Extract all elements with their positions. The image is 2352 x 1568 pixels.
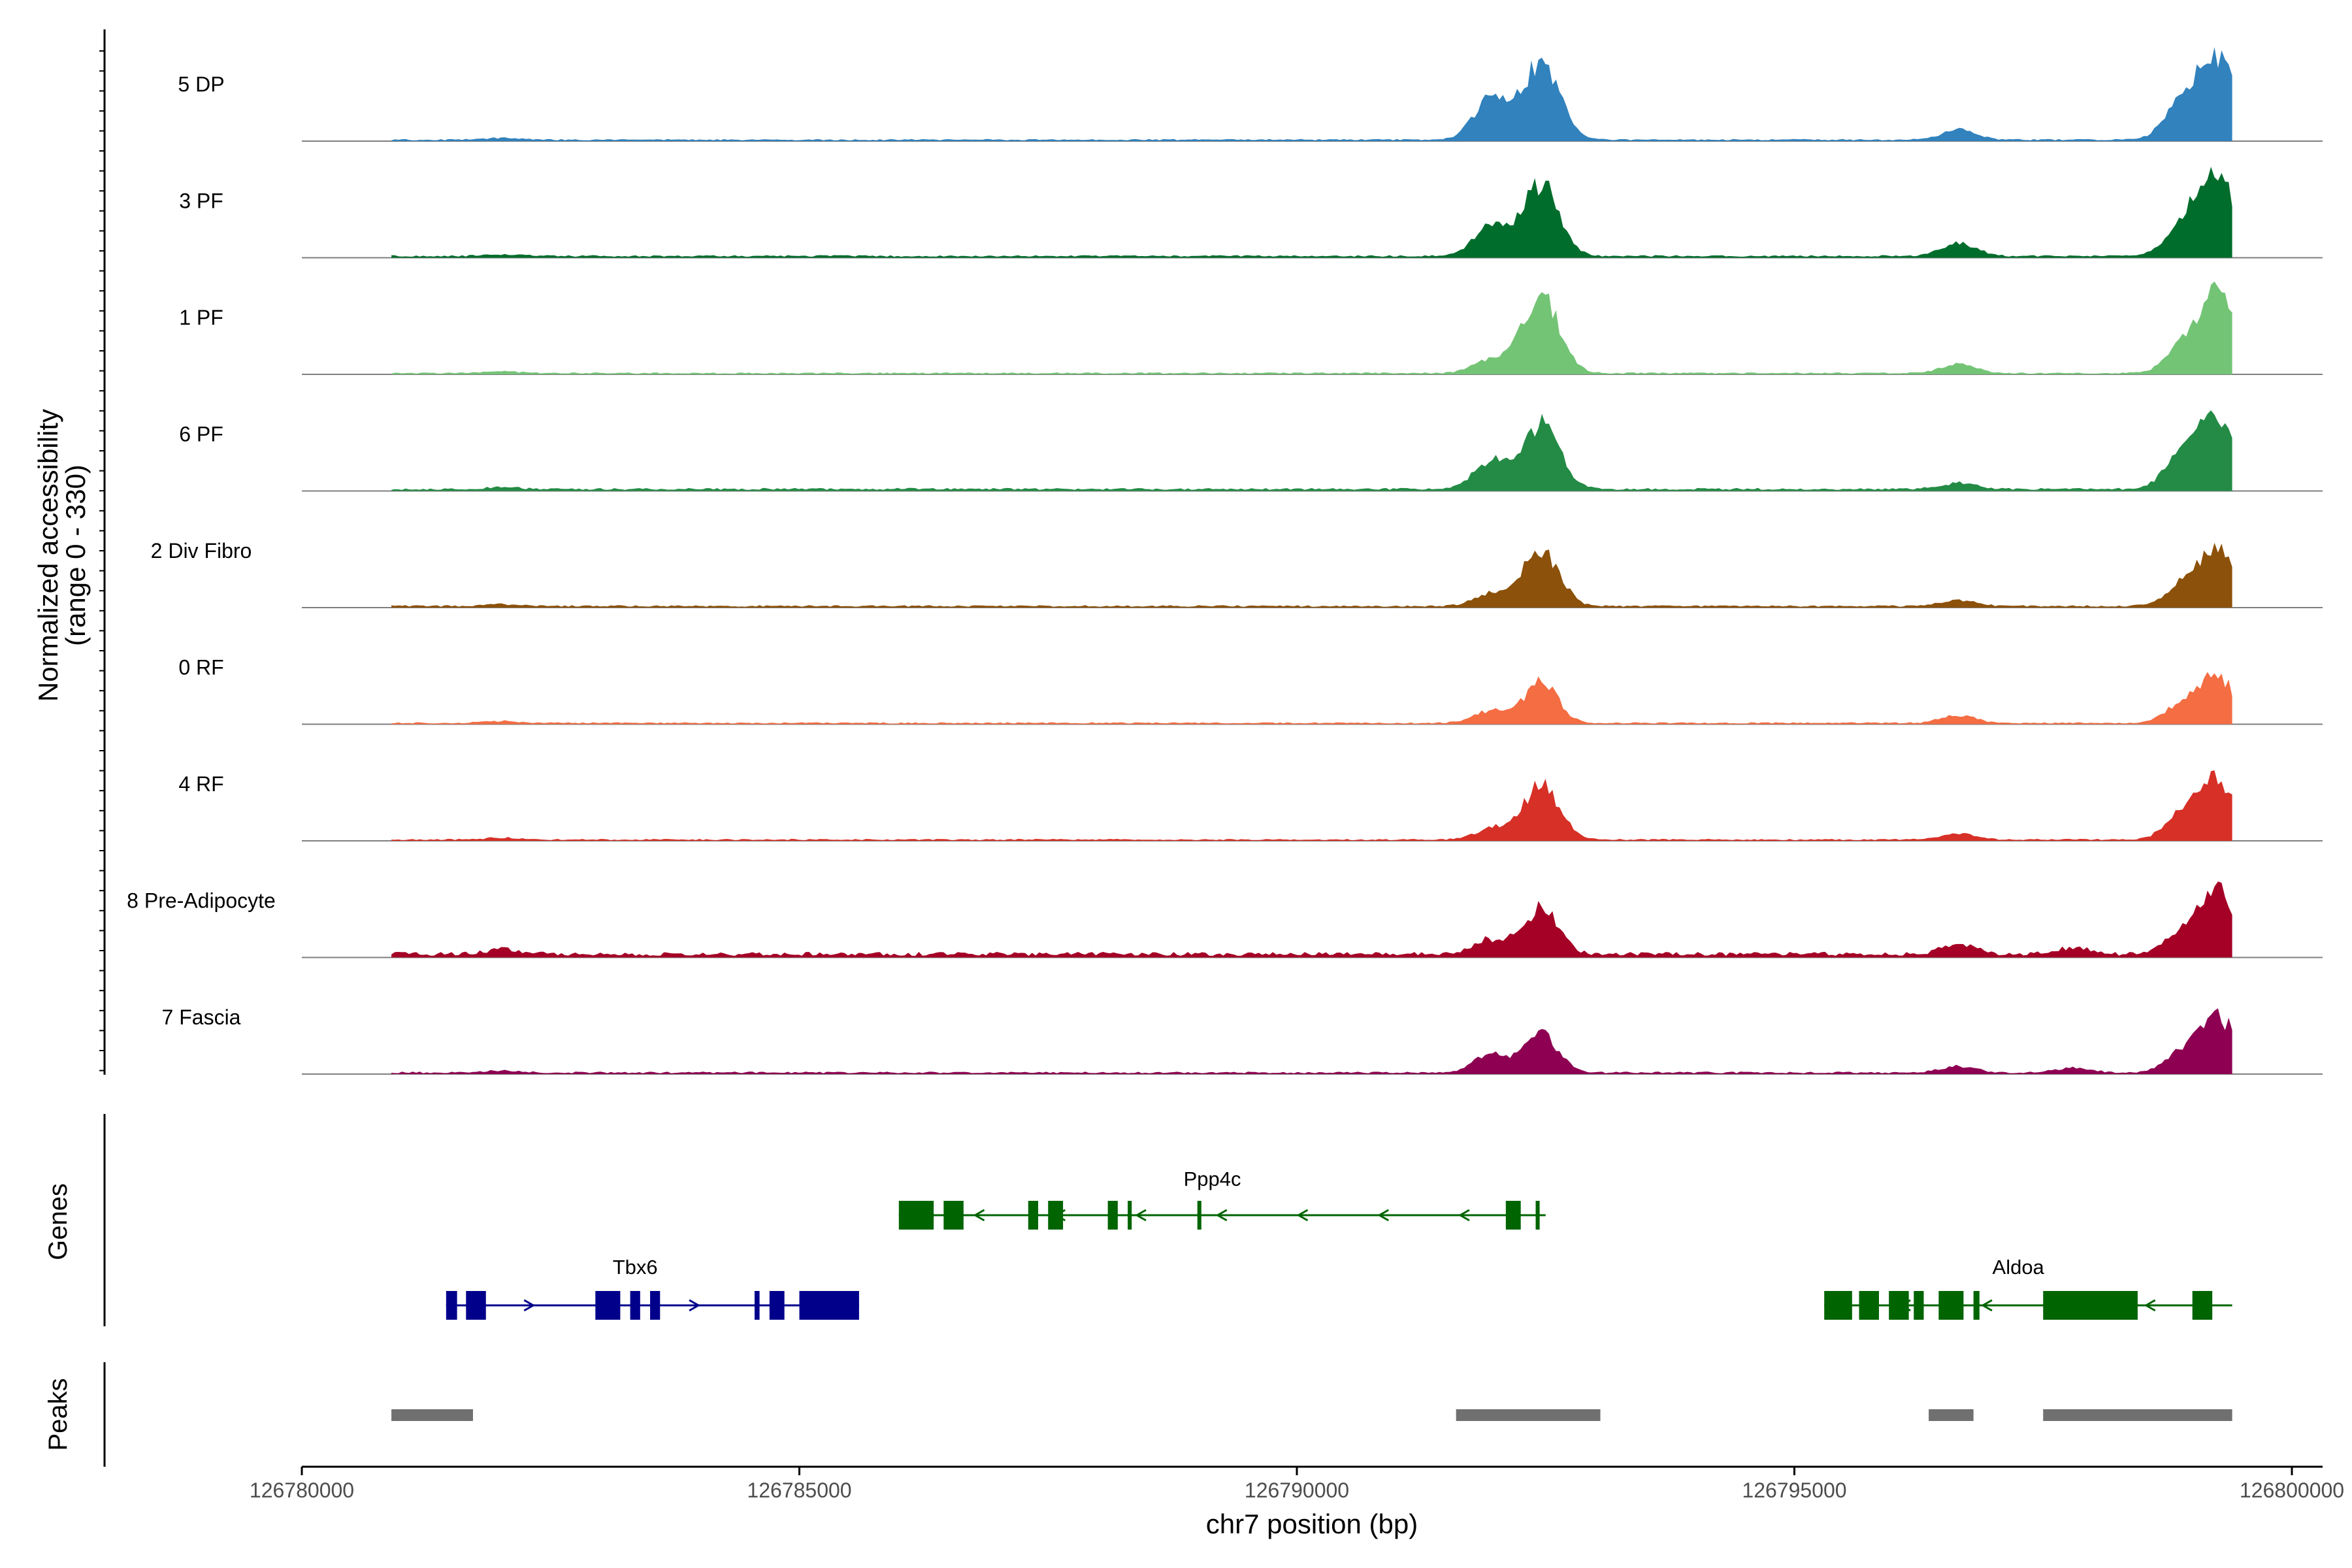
gene-exon [1824,1291,1852,1320]
gene-exon [1107,1201,1118,1230]
track-label: 2 Div Fibro [151,539,252,563]
gene-label-tbx6: Tbx6 [613,1256,658,1279]
track-label: 7 Fascia [162,1005,241,1029]
gene-label-aldoa: Aldoa [1993,1256,2045,1279]
y-axis-range-title: (range 0 - 330) [60,465,91,646]
gene-exon [466,1291,486,1320]
gene-exon [799,1291,859,1320]
track-label: 5 DP [178,73,224,96]
coverage-area-4-rf [391,770,2232,841]
strand-arrow [1215,1209,1228,1222]
gene-exon [446,1291,457,1320]
gene-exon [595,1291,621,1320]
coverage-area-8-pre-adipocyte [391,881,2232,958]
gene-label-ppp4c: Ppp4c [1184,1168,1241,1190]
coverage-area-1-pf [391,281,2232,374]
x-tick-label: 126785000 [747,1478,851,1502]
peaks-panel-title: Peaks [44,1378,73,1450]
x-axis-label: chr7 position (bp) [1206,1509,1418,1539]
strand-arrow [1377,1209,1390,1222]
coverage-tracks: 5 DP 3 PF 1 PF 6 PF 2 Div Fibro 0 RF 4 RF 8 Pre… [99,29,2323,1075]
peaks-panel-label: Peaks [44,1378,73,1450]
coverage-area-5-dp [391,47,2232,141]
strand-arrow [973,1209,985,1222]
coverage-area-7-fascia [391,1008,2232,1074]
gene-exon [943,1201,964,1230]
strand-arrow [1980,1299,1993,1312]
gene-exon [754,1291,760,1320]
strand-arrow [1135,1209,1147,1222]
strand-arrow [523,1299,536,1312]
strand-arrow [689,1299,701,1312]
gene-exon [1938,1291,1964,1320]
gene-exon [898,1201,934,1230]
peak-region [1929,1409,1974,1421]
x-tick-label: 126780000 [250,1478,354,1502]
track-label: 6 PF [179,423,223,446]
gene-exon [2043,1291,2138,1320]
gene-exon [1128,1201,1132,1230]
track-label: 4 RF [178,772,223,796]
genes-panel-title: Genes [44,1183,73,1260]
gene-exon [1859,1291,1879,1320]
strand-arrow [1458,1209,1470,1222]
gene-exon [1889,1291,1909,1320]
gene-exon [1535,1201,1540,1230]
track-label: 1 PF [179,306,223,329]
peaks-panel [103,1362,2232,1467]
strand-arrow [1296,1209,1309,1222]
coverage-area-6-pf [391,410,2232,491]
gene-exon [1048,1201,1064,1230]
gene-exon [630,1291,640,1320]
y-axis-title: Normalized accessibility [33,409,63,702]
track-label: 8 Pre-Adipocyte [127,889,276,913]
gene-exon [769,1291,785,1320]
y-axis-range-label: (range 0 - 330) [60,465,91,646]
track-label: 0 RF [178,656,223,679]
genes-panel: Ppp4c Tbx6 Aldoa [103,1114,2232,1326]
gene-exon [1505,1201,1521,1230]
track-label: 3 PF [179,189,223,213]
gene-exon [1973,1291,1980,1320]
gene-exon [650,1291,661,1320]
x-tick-label: 126795000 [1742,1478,1846,1502]
coverage-area-3-pf [391,167,2232,258]
coverage-area-0-rf [391,672,2232,725]
coverage-area-2-div-fibro [391,542,2232,608]
x-tick-label: 126800000 [2240,1478,2344,1502]
y-axis-label: Normalized accessibility [33,409,63,702]
genes-panel-label: Genes [44,1183,73,1260]
peak-region [1456,1409,1601,1421]
gene-exon [1028,1201,1039,1230]
gene-exon [1197,1201,1201,1230]
x-tick-label: 126790000 [1245,1478,1349,1502]
peak-region [2043,1409,2232,1421]
peak-region [391,1409,473,1421]
gene-exon [1914,1291,1924,1320]
strand-arrow [2144,1299,2156,1312]
x-axis: 126780000 126785000 126790000 126795000 1268… [250,1465,2344,1502]
gene-exon [2192,1291,2213,1320]
